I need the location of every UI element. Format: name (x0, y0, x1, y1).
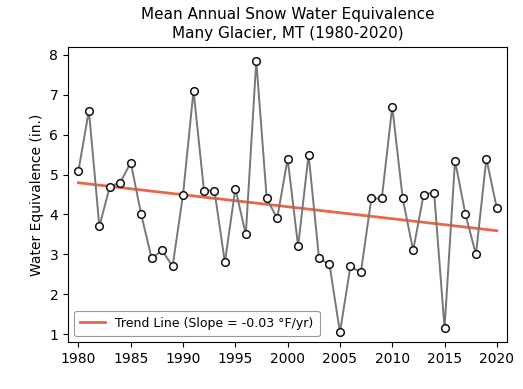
Trend Line (Slope = -0.03 °F/yr) (347, 212, 354, 216)
Trend Line (Slope = -0.03 °F/yr) (389, 216, 395, 221)
Trend Line (Slope = -0.03 °F/yr) (410, 219, 416, 223)
Trend Line (Slope = -0.03 °F/yr) (431, 221, 437, 226)
Trend Line (Slope = -0.03 °F/yr) (400, 217, 406, 222)
Trend Line (Slope = -0.03 °F/yr) (149, 189, 155, 193)
Trend Line (Slope = -0.03 °F/yr) (75, 180, 82, 185)
Legend: Trend Line (Slope = -0.03 °F/yr): Trend Line (Slope = -0.03 °F/yr) (74, 310, 320, 336)
Trend Line (Slope = -0.03 °F/yr) (494, 228, 500, 233)
Trend Line (Slope = -0.03 °F/yr) (285, 204, 291, 209)
Trend Line (Slope = -0.03 °F/yr) (473, 226, 479, 231)
Trend Line (Slope = -0.03 °F/yr) (201, 195, 207, 200)
Trend Line (Slope = -0.03 °F/yr) (117, 185, 123, 190)
Trend Line (Slope = -0.03 °F/yr) (138, 187, 144, 192)
Trend Line (Slope = -0.03 °F/yr) (379, 215, 385, 220)
Trend Line (Slope = -0.03 °F/yr) (462, 225, 469, 230)
Line: Trend Line (Slope = -0.03 °F/yr): Trend Line (Slope = -0.03 °F/yr) (78, 183, 497, 231)
Trend Line (Slope = -0.03 °F/yr) (253, 201, 259, 205)
Trend Line (Slope = -0.03 °F/yr) (222, 197, 228, 202)
Trend Line (Slope = -0.03 °F/yr) (295, 206, 301, 210)
Trend Line (Slope = -0.03 °F/yr) (107, 184, 113, 189)
Trend Line (Slope = -0.03 °F/yr) (420, 220, 427, 224)
Trend Line (Slope = -0.03 °F/yr) (169, 191, 176, 196)
Trend Line (Slope = -0.03 °F/yr) (316, 208, 322, 213)
Trend Line (Slope = -0.03 °F/yr) (190, 194, 197, 198)
Trend Line (Slope = -0.03 °F/yr) (180, 193, 186, 197)
Trend Line (Slope = -0.03 °F/yr) (264, 202, 270, 207)
Trend Line (Slope = -0.03 °F/yr) (96, 183, 103, 187)
Trend Line (Slope = -0.03 °F/yr) (211, 196, 218, 201)
Trend Line (Slope = -0.03 °F/yr) (128, 186, 134, 191)
Trend Line (Slope = -0.03 °F/yr) (358, 213, 364, 217)
Trend Line (Slope = -0.03 °F/yr) (368, 214, 374, 219)
Trend Line (Slope = -0.03 °F/yr) (274, 203, 280, 208)
Trend Line (Slope = -0.03 °F/yr) (159, 190, 165, 194)
Trend Line (Slope = -0.03 °F/yr) (337, 210, 343, 215)
Trend Line (Slope = -0.03 °F/yr) (483, 227, 490, 232)
Trend Line (Slope = -0.03 °F/yr) (86, 182, 92, 186)
Trend Line (Slope = -0.03 °F/yr) (441, 223, 448, 227)
Trend Line (Slope = -0.03 °F/yr) (305, 207, 312, 212)
Trend Line (Slope = -0.03 °F/yr) (452, 224, 458, 228)
Title: Mean Annual Snow Water Equivalence
Many Glacier, MT (1980-2020): Mean Annual Snow Water Equivalence Many … (141, 7, 435, 41)
Trend Line (Slope = -0.03 °F/yr) (326, 209, 333, 214)
Trend Line (Slope = -0.03 °F/yr) (243, 200, 249, 204)
Y-axis label: Water Equivalence (in.): Water Equivalence (in.) (30, 113, 44, 276)
Trend Line (Slope = -0.03 °F/yr) (232, 198, 238, 203)
